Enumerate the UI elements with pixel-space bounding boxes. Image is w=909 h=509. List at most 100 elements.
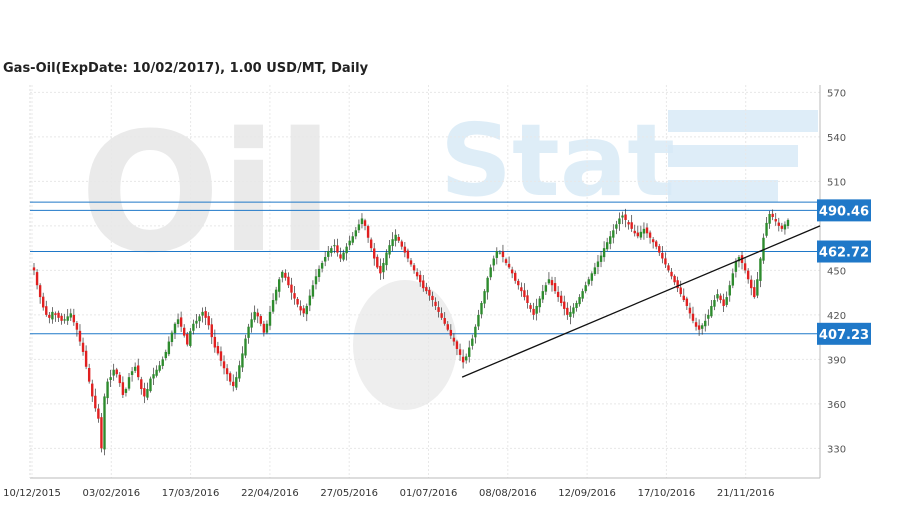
candle-body	[69, 313, 72, 318]
candle-body	[155, 369, 158, 376]
candle-body	[140, 379, 143, 390]
candle-body	[468, 347, 471, 357]
candle-body	[514, 272, 517, 281]
candle-body	[566, 307, 569, 315]
candle-body	[235, 377, 238, 388]
candle-body	[232, 381, 235, 387]
candle-body	[489, 267, 492, 278]
candle-body	[639, 231, 643, 238]
candle-body	[308, 295, 312, 306]
candle-body	[354, 230, 358, 237]
candle-body	[195, 320, 198, 324]
candle-body	[336, 245, 339, 253]
candle-body	[265, 323, 269, 333]
candle-body	[670, 271, 673, 277]
candle-body	[259, 316, 263, 324]
candle-body	[753, 287, 756, 298]
candle-body	[57, 312, 60, 318]
oilstat-watermark: Oil Stat	[80, 97, 818, 410]
x-tick-label: 10/12/2015	[3, 488, 61, 499]
candle-body	[357, 224, 361, 231]
candle-body	[127, 377, 131, 389]
candle-body	[636, 232, 640, 237]
candle-body	[323, 257, 327, 262]
candle-body	[327, 251, 330, 257]
candle-body	[363, 220, 367, 226]
candle-body	[176, 319, 180, 324]
candle-body	[458, 349, 462, 355]
level-tag-label: 462.72	[819, 246, 869, 261]
candle-body	[360, 218, 364, 225]
candle-body	[415, 272, 419, 277]
candle-body	[109, 377, 112, 381]
candle-body	[526, 295, 529, 304]
candle-body	[186, 333, 189, 345]
candle-body	[422, 280, 425, 289]
candle-body	[149, 378, 152, 392]
candle-body	[182, 327, 186, 336]
candle-body	[627, 222, 630, 225]
y-tick-label: 420	[827, 311, 846, 322]
candle-body	[210, 324, 213, 338]
watermark-text-stat: Stat	[440, 102, 675, 219]
candle-body	[474, 326, 477, 338]
candle-body	[87, 368, 91, 382]
candle-body	[204, 311, 207, 318]
candle-body	[569, 311, 572, 317]
candle-body	[81, 342, 85, 352]
candle-body	[667, 265, 670, 271]
candle-body	[645, 227, 649, 234]
candle-body	[268, 311, 272, 326]
candle-body	[425, 287, 428, 292]
candle-body	[106, 381, 109, 399]
candle-body	[137, 365, 140, 378]
candle-body	[783, 224, 787, 230]
candle-body	[587, 279, 590, 285]
candle-body	[697, 325, 701, 330]
price-level-tags: 490.46 462.72 407.23	[817, 199, 871, 345]
candle-body	[167, 341, 171, 355]
candle-body	[731, 273, 735, 286]
candle-body	[228, 373, 232, 382]
candle-body	[578, 297, 581, 305]
x-tick-label: 08/08/2016	[479, 488, 537, 499]
candle-body	[655, 241, 658, 247]
candle-body	[446, 324, 449, 330]
candle-body	[510, 269, 514, 274]
candle-body	[590, 273, 594, 281]
candle-body	[648, 232, 652, 238]
candle-body	[60, 315, 63, 321]
candle-body	[449, 329, 453, 336]
candle-body	[373, 248, 376, 259]
chart-title: Gas-Oil(ExpDate: 10/02/2017), 1.00 USD/M…	[3, 61, 369, 76]
candle-body	[385, 252, 388, 266]
candle-body	[685, 298, 689, 306]
candle-body	[320, 262, 324, 269]
candle-body	[786, 219, 790, 226]
candle-body	[541, 291, 544, 300]
candle-body	[45, 306, 48, 315]
candle-body	[440, 313, 443, 318]
candle-body	[756, 279, 759, 296]
candle-body	[207, 316, 210, 326]
candle-body	[553, 283, 557, 292]
candle-body	[434, 301, 437, 306]
candle-body	[198, 316, 201, 322]
candle-body	[115, 369, 118, 375]
candle-body	[274, 289, 278, 301]
candle-body	[271, 300, 275, 312]
candle-body	[314, 276, 318, 285]
candle-body	[247, 326, 250, 338]
candle-body	[765, 222, 768, 236]
candle-body	[409, 260, 413, 265]
candle-body	[305, 305, 308, 315]
candle-body	[544, 285, 548, 292]
candle-body	[621, 215, 624, 218]
candle-body	[388, 245, 391, 255]
candle-body	[118, 374, 122, 384]
candle-body	[538, 298, 541, 308]
candle-body	[403, 246, 407, 253]
candle-body	[250, 319, 253, 328]
y-tick-label: 330	[827, 444, 846, 455]
